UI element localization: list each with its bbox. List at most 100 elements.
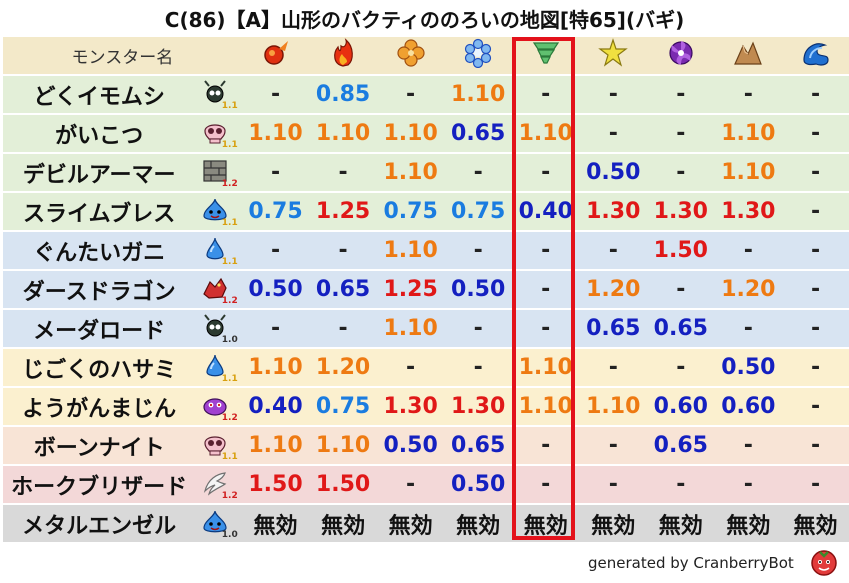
species-cell: 1.2	[195, 466, 242, 505]
column-header-resistance	[647, 37, 715, 76]
level-label: 1.1	[221, 140, 238, 150]
skull-icon	[204, 436, 226, 456]
resistance-value: 1.10	[376, 232, 445, 271]
resistance-value: -	[782, 271, 849, 310]
purple-blob-icon	[203, 398, 227, 416]
water-wave-icon	[802, 42, 829, 66]
resistance-value: -	[714, 466, 783, 505]
table-row: ダースドラゴン 1.2 0.50 0.65 1.25 0.50-1.20-1.20-	[3, 271, 849, 310]
resistance-value: 1.10	[241, 349, 310, 388]
resistance-value: 0.65	[444, 427, 512, 466]
column-header-resistance	[714, 37, 783, 76]
resistance-value: -	[647, 154, 715, 193]
table-header-row: モンスター名	[3, 37, 849, 76]
resistance-value: -	[714, 427, 783, 466]
resistance-value: 1.30	[714, 193, 783, 232]
column-header-resistance	[511, 37, 580, 76]
resistance-value: 無効	[647, 505, 715, 544]
resistance-value: -	[782, 310, 849, 349]
resistance-value: -	[647, 115, 715, 154]
resistance-value: -	[511, 271, 580, 310]
resistance-value: -	[444, 154, 512, 193]
resistance-value: 0.75	[241, 193, 310, 232]
slime-icon	[203, 510, 227, 533]
resistance-value: 無効	[376, 505, 445, 544]
dragon-icon	[203, 277, 227, 299]
cranberry-logo-icon	[811, 550, 837, 576]
lightning-star-icon	[598, 37, 629, 67]
resistance-value: 1.30	[647, 193, 715, 232]
resistance-value: 0.65	[444, 115, 512, 154]
resistance-value: -	[241, 310, 310, 349]
level-label: 1.2	[221, 179, 238, 189]
resistance-value: 1.30	[444, 388, 512, 427]
resistance-value: -	[782, 388, 849, 427]
resistance-value: 1.10	[241, 115, 310, 154]
resistance-value: -	[241, 76, 310, 115]
column-header-resistance	[444, 37, 512, 76]
table-row: がいこつ 1.1 1.10 1.10 1.10 0.65 1.10- -1.10-	[3, 115, 849, 154]
monster-name: ホークブリザード	[3, 466, 196, 505]
resistance-value: 無効	[444, 505, 512, 544]
resistance-value: 1.10	[241, 427, 310, 466]
resistance-value: -	[579, 427, 648, 466]
resistance-value: -	[579, 115, 648, 154]
monster-name: がいこつ	[3, 115, 196, 154]
resistance-value: 0.50	[579, 154, 648, 193]
resistance-value: -	[511, 76, 580, 115]
monster-name: ようがんまじん	[3, 388, 196, 427]
resistance-value: -	[782, 76, 849, 115]
resistance-value: -	[241, 232, 310, 271]
level-label: 1.2	[221, 491, 238, 501]
footer-credit: generated by CranberryBot	[588, 554, 794, 572]
column-header-resistance	[782, 37, 849, 76]
resistance-value: 0.65	[647, 427, 715, 466]
resistance-value: 1.10	[714, 154, 783, 193]
species-cell: 1.1	[195, 232, 242, 271]
resistance-value: -	[309, 232, 377, 271]
resistance-value: 1.50	[647, 232, 715, 271]
tornado-icon	[532, 41, 559, 64]
table-row: どくイモムシ 1.1-0.85-1.10- - - - -	[3, 76, 849, 115]
resistance-value: 0.75	[444, 193, 512, 232]
resistance-value: 1.20	[309, 349, 377, 388]
monster-name: じごくのハサミ	[3, 349, 196, 388]
resistance-value: -	[782, 349, 849, 388]
resistance-value: -	[782, 232, 849, 271]
table-row: じごくのハサミ 1.1 1.10 1.20- -1.10- -0.50-	[3, 349, 849, 388]
fire-ball-icon	[263, 40, 288, 65]
resistance-value: -	[511, 232, 580, 271]
level-label: 1.1	[221, 374, 238, 384]
resistance-value: 0.50	[241, 271, 310, 310]
resistance-value: -	[579, 466, 648, 505]
resistance-value: -	[714, 76, 783, 115]
species-cell: 1.1	[195, 349, 242, 388]
resistance-value: 0.60	[647, 388, 715, 427]
ice-flower-icon	[465, 38, 492, 68]
monster-name: ぐんたいガニ	[3, 232, 196, 271]
resistance-value: 1.20	[579, 271, 648, 310]
insect-icon	[204, 314, 227, 337]
species-cell: 1.2	[195, 271, 242, 310]
resistance-value: -	[782, 466, 849, 505]
resistance-value: -	[714, 232, 783, 271]
resistance-value: 1.50	[241, 466, 310, 505]
column-header-resistance	[241, 37, 310, 76]
resistance-value: 0.75	[376, 193, 445, 232]
resistance-value: 1.10	[309, 115, 377, 154]
column-header-resistance	[376, 37, 445, 76]
resistance-value: -	[376, 349, 445, 388]
resistance-value: 1.10	[309, 427, 377, 466]
column-header-resistance	[579, 37, 648, 76]
resistance-value: -	[444, 349, 512, 388]
resistance-value: -	[511, 466, 580, 505]
monster-name: スライムブレス	[3, 193, 196, 232]
wing-icon	[204, 472, 227, 496]
water-drop-icon	[206, 237, 224, 260]
species-cell: 1.1	[195, 76, 242, 115]
monster-name: ダースドラゴン	[3, 271, 196, 310]
resistance-value: 1.10	[444, 76, 512, 115]
resistance-value: 無効	[579, 505, 648, 544]
table-row: ボーンナイト 1.1 1.10 1.10 0.50 0.65- -0.65- -	[3, 427, 849, 466]
resistance-value: -	[376, 76, 445, 115]
